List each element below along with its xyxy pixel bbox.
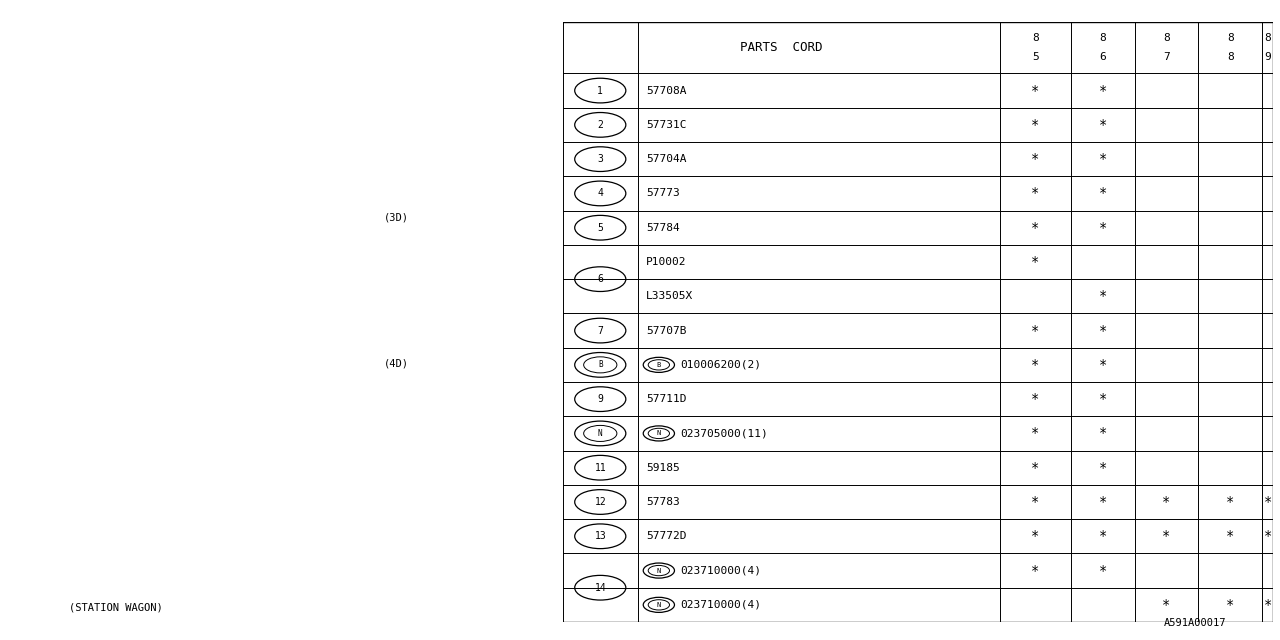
Text: N: N <box>598 429 603 438</box>
Text: *: * <box>1263 598 1272 612</box>
Text: *: * <box>1098 221 1107 235</box>
Text: *: * <box>1030 152 1039 166</box>
Text: *: * <box>1030 495 1039 509</box>
Text: *: * <box>1098 358 1107 372</box>
Text: 8: 8 <box>1265 33 1271 43</box>
Text: (STATION WAGON): (STATION WAGON) <box>69 602 163 612</box>
Text: *: * <box>1162 529 1171 543</box>
Text: *: * <box>1030 426 1039 440</box>
Text: *: * <box>1030 118 1039 132</box>
Text: 7: 7 <box>1164 52 1170 62</box>
Text: 023710000(4): 023710000(4) <box>680 566 762 575</box>
Text: 5: 5 <box>598 223 603 233</box>
Text: *: * <box>1098 152 1107 166</box>
Text: 8: 8 <box>1032 33 1038 43</box>
Text: 57708A: 57708A <box>646 86 686 95</box>
Text: *: * <box>1263 529 1272 543</box>
Text: B: B <box>657 362 660 368</box>
Text: B: B <box>598 360 603 369</box>
Text: 57783: 57783 <box>646 497 680 507</box>
Text: A591A00017: A591A00017 <box>1164 618 1226 628</box>
Text: 57772D: 57772D <box>646 531 686 541</box>
Text: (4D): (4D) <box>384 358 410 368</box>
Text: 57711D: 57711D <box>646 394 686 404</box>
Text: *: * <box>1098 564 1107 577</box>
Text: 8: 8 <box>1164 33 1170 43</box>
Text: 14: 14 <box>594 582 607 593</box>
Text: PARTS  CORD: PARTS CORD <box>740 41 823 54</box>
Text: *: * <box>1098 461 1107 475</box>
Text: *: * <box>1098 186 1107 200</box>
Text: *: * <box>1030 564 1039 577</box>
Text: 9: 9 <box>1265 52 1271 62</box>
Text: *: * <box>1030 461 1039 475</box>
Text: 010006200(2): 010006200(2) <box>680 360 762 370</box>
Text: *: * <box>1162 598 1171 612</box>
Text: *: * <box>1226 495 1235 509</box>
Text: 8: 8 <box>1228 33 1234 43</box>
Text: *: * <box>1098 118 1107 132</box>
Text: *: * <box>1098 529 1107 543</box>
Text: *: * <box>1098 324 1107 337</box>
Text: *: * <box>1098 392 1107 406</box>
Text: *: * <box>1098 84 1107 97</box>
Text: *: * <box>1030 529 1039 543</box>
Text: 2: 2 <box>598 120 603 130</box>
Text: 5: 5 <box>1032 52 1038 62</box>
Text: *: * <box>1226 598 1235 612</box>
Text: 57707B: 57707B <box>646 326 686 335</box>
Text: 8: 8 <box>1228 52 1234 62</box>
Text: N: N <box>657 431 660 436</box>
Text: 4: 4 <box>598 188 603 198</box>
Text: 57784: 57784 <box>646 223 680 233</box>
Text: *: * <box>1226 529 1235 543</box>
Text: *: * <box>1030 358 1039 372</box>
Text: 59185: 59185 <box>646 463 680 473</box>
Text: 11: 11 <box>594 463 607 473</box>
Text: *: * <box>1030 324 1039 337</box>
Text: N: N <box>657 602 660 608</box>
Text: *: * <box>1030 221 1039 235</box>
Text: 57773: 57773 <box>646 188 680 198</box>
Text: N: N <box>657 568 660 573</box>
Text: 8: 8 <box>1100 33 1106 43</box>
Text: *: * <box>1263 495 1272 509</box>
Text: *: * <box>1030 84 1039 97</box>
Text: 13: 13 <box>594 531 607 541</box>
Text: *: * <box>1098 426 1107 440</box>
Text: 6: 6 <box>598 274 603 284</box>
Text: *: * <box>1098 289 1107 303</box>
Text: P10002: P10002 <box>646 257 686 267</box>
Text: 023705000(11): 023705000(11) <box>680 428 768 438</box>
Text: 3: 3 <box>598 154 603 164</box>
Text: L33505X: L33505X <box>646 291 694 301</box>
Text: 1: 1 <box>598 86 603 95</box>
Text: 9: 9 <box>598 394 603 404</box>
Text: *: * <box>1162 495 1171 509</box>
Text: 57731C: 57731C <box>646 120 686 130</box>
Text: 023710000(4): 023710000(4) <box>680 600 762 610</box>
Text: (3D): (3D) <box>384 212 410 222</box>
Text: 57704A: 57704A <box>646 154 686 164</box>
Text: *: * <box>1030 255 1039 269</box>
Text: 12: 12 <box>594 497 607 507</box>
Text: *: * <box>1030 186 1039 200</box>
Text: *: * <box>1098 495 1107 509</box>
Text: 6: 6 <box>1100 52 1106 62</box>
Text: *: * <box>1030 392 1039 406</box>
Text: 7: 7 <box>598 326 603 335</box>
